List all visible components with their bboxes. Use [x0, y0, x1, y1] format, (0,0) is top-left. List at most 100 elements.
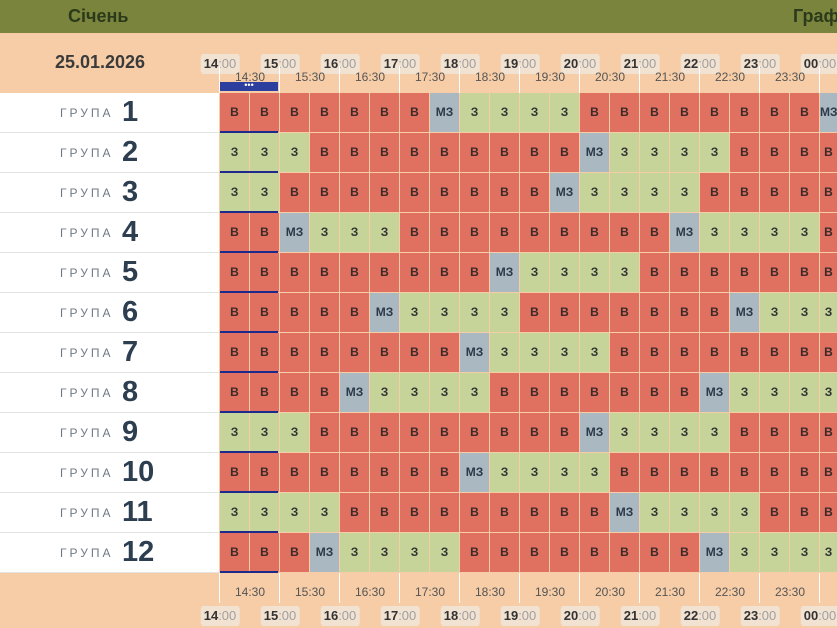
slot-cell: В: [670, 453, 699, 492]
slot-cell: МЗ: [280, 213, 309, 252]
slot-cell: В: [580, 93, 609, 132]
current-time-indicator: •••: [220, 81, 278, 91]
slot-cell: З: [490, 333, 519, 372]
hour-label-top: 22:00: [680, 54, 720, 74]
hour-label-bottom: 21:00: [620, 606, 660, 626]
group-word: ГРУПА: [60, 186, 114, 200]
hour-label-top: 20:00: [560, 54, 600, 74]
slot-cell: МЗ: [460, 333, 489, 372]
group-number: 9: [122, 416, 139, 448]
slot-cell: В: [340, 293, 369, 332]
hour-tick: [279, 66, 280, 93]
slot-cell: В: [520, 493, 549, 532]
group-number: 11: [122, 496, 153, 528]
slot-cell: В: [310, 413, 339, 452]
slot-cell: В: [340, 333, 369, 372]
slot-cell: З: [610, 133, 639, 172]
slot-cell: В: [490, 493, 519, 532]
group-word: ГРУПА: [60, 226, 114, 240]
slot-cell: В: [250, 333, 279, 372]
slot-cell: В: [220, 293, 249, 332]
slot-cell: МЗ: [820, 93, 837, 132]
hour-label-bottom: 23:00: [740, 606, 780, 626]
current-date: 25.01.2026: [54, 52, 146, 72]
group-label: ГРУПА 7: [0, 333, 219, 373]
slot-cell: МЗ: [580, 133, 609, 172]
slot-cell: В: [370, 253, 399, 292]
hour-tick: [459, 573, 460, 603]
slot-cell: В: [310, 373, 339, 412]
group-word: ГРУПА: [60, 386, 114, 400]
slot-cell: З: [670, 133, 699, 172]
half-hour-label-top: 20:30: [594, 70, 626, 84]
hour-tick: [699, 573, 700, 603]
slot-cell: В: [370, 93, 399, 132]
slot-cell: МЗ: [700, 373, 729, 412]
slot-cell: В: [250, 453, 279, 492]
hour-label-top: 19:00: [500, 54, 540, 74]
slot-cell: В: [280, 253, 309, 292]
hour-label-bottom: 14:00: [200, 606, 240, 626]
slot-cell: З: [700, 493, 729, 532]
slot-cell: МЗ: [340, 373, 369, 412]
slot-cell: В: [310, 133, 339, 172]
group-label: ГРУПА 11: [0, 493, 219, 533]
slot-cell: З: [430, 293, 459, 332]
slot-cell: МЗ: [580, 413, 609, 452]
slot-cell: В: [370, 453, 399, 492]
slot-cell: В: [490, 213, 519, 252]
slot-cell: МЗ: [310, 533, 339, 572]
slot-cell: В: [370, 493, 399, 532]
slot-cell: В: [220, 373, 249, 412]
slot-cell: В: [490, 373, 519, 412]
hour-tick: [459, 66, 460, 93]
slot-cell: В: [760, 253, 789, 292]
half-hour-label-top: 21:30: [654, 70, 686, 84]
slot-cell: В: [220, 93, 249, 132]
half-hour-label-top: 19:30: [534, 70, 566, 84]
slot-cell: В: [250, 213, 279, 252]
slot-cell: З: [730, 493, 759, 532]
slot-cell: З: [580, 253, 609, 292]
slot-cell: З: [400, 373, 429, 412]
slot-cell: З: [250, 413, 279, 452]
group-label: ГРУПА 8: [0, 373, 219, 413]
hour-label-bottom: 22:00: [680, 606, 720, 626]
half-hour-label-bottom: 23:30: [774, 585, 806, 599]
slot-cell: З: [730, 533, 759, 572]
slot-cell: В: [520, 213, 549, 252]
slot-cell: З: [550, 93, 579, 132]
slot-cell: З: [520, 253, 549, 292]
slot-cell: З: [790, 533, 819, 572]
slot-cell: В: [430, 253, 459, 292]
slot-cell: З: [730, 213, 759, 252]
slot-cell: В: [730, 333, 759, 372]
group-word: ГРУПА: [60, 146, 114, 160]
hour-label-top: 14:00: [200, 54, 240, 74]
half-hour-label-bottom: 16:30: [354, 585, 386, 599]
slot-cell: В: [250, 373, 279, 412]
slot-cell: В: [580, 373, 609, 412]
slot-cell: В: [430, 333, 459, 372]
slot-cell: В: [370, 333, 399, 372]
slot-cell: В: [460, 413, 489, 452]
slot-cell: З: [790, 373, 819, 412]
slot-cell: В: [550, 293, 579, 332]
slot-cell: В: [220, 453, 249, 492]
slot-cell: В: [400, 173, 429, 212]
slot-cell: З: [640, 133, 669, 172]
slot-cell: В: [820, 213, 837, 252]
slot-cell: МЗ: [730, 293, 759, 332]
hour-tick: [819, 66, 820, 93]
slot-cell: В: [220, 253, 249, 292]
slot-cell: В: [460, 133, 489, 172]
slot-cell: В: [400, 493, 429, 532]
half-hour-label-top: 23:30: [774, 70, 806, 84]
slot-cell: В: [760, 93, 789, 132]
slot-cell: В: [760, 413, 789, 452]
slot-cell: В: [340, 453, 369, 492]
hour-tick: [339, 66, 340, 93]
slot-cell: В: [730, 173, 759, 212]
hour-label-top: 15:00: [260, 54, 300, 74]
slot-cell: В: [370, 173, 399, 212]
